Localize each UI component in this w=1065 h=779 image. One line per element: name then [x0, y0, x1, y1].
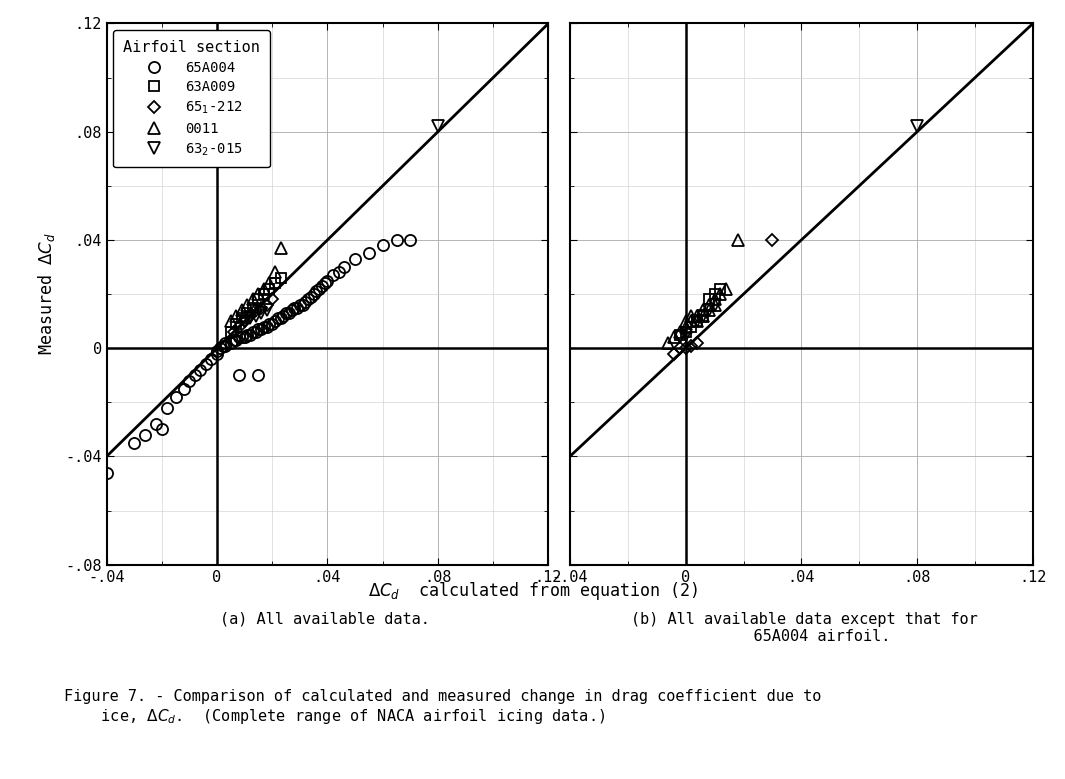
Text: (b) All available data except that for
    65A004 airfoil.: (b) All available data except that for 6… — [630, 612, 978, 644]
Text: (a) All available data.: (a) All available data. — [219, 612, 430, 626]
Legend: 65A004, 63A009, 65$_1$-212, 0011, 63$_2$-015: 65A004, 63A009, 65$_1$-212, 0011, 63$_2$… — [114, 30, 269, 167]
Text: Figure 7. - Comparison of calculated and measured change in drag coefficient due: Figure 7. - Comparison of calculated and… — [64, 689, 821, 726]
Y-axis label: Measured $\Delta C_d$: Measured $\Delta C_d$ — [36, 233, 56, 355]
Text: $\Delta C_d$  calculated from equation (2): $\Delta C_d$ calculated from equation (2… — [367, 580, 698, 602]
